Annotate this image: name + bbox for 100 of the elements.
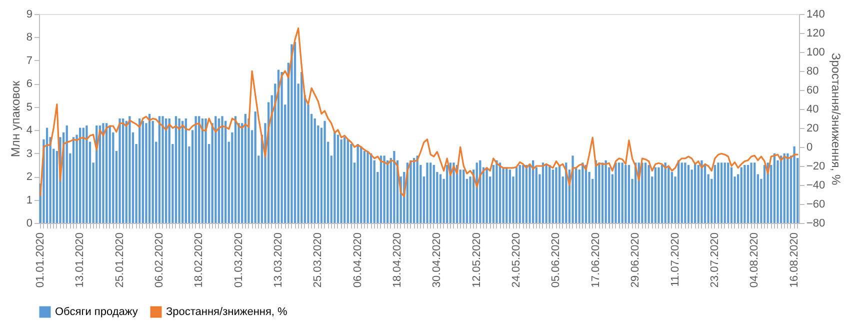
y-tick-label: 3 (26, 148, 32, 160)
y2-tick-label: 20 (806, 122, 819, 134)
bar (412, 158, 416, 223)
x-tick-label: 18.04.2020 (392, 232, 404, 288)
bar (548, 164, 551, 223)
bar (582, 162, 584, 223)
bar (290, 44, 293, 223)
bar (621, 162, 624, 223)
bar (244, 114, 246, 223)
bar (280, 72, 283, 223)
bar (724, 162, 726, 223)
bar (254, 112, 256, 223)
bar (727, 162, 730, 223)
bar (122, 118, 124, 223)
bar (432, 164, 435, 223)
y-tick-label: 2 (26, 171, 32, 184)
bar (201, 118, 204, 223)
x-tick-label: 17.06.2020 (590, 232, 602, 288)
bar (344, 137, 346, 223)
bar (746, 164, 750, 223)
bar (360, 146, 362, 223)
x-tick-label: 30.04.2020 (431, 232, 444, 288)
bar (294, 42, 296, 223)
y2-tick-label: 0 (806, 142, 813, 154)
y2-tick-label: −60 (806, 198, 826, 210)
bar (334, 132, 336, 223)
bar (370, 153, 372, 223)
bar (346, 139, 349, 223)
bar (363, 151, 366, 223)
x-tick-label: 13.01.2020 (74, 232, 86, 288)
x-tick-label: 05.06.2020 (550, 232, 562, 288)
bar (158, 116, 161, 223)
bar (462, 170, 465, 223)
bar (72, 137, 75, 223)
y2-tick-label: 40 (806, 104, 819, 116)
bar (750, 162, 752, 223)
bar (380, 156, 382, 223)
bar (545, 164, 548, 223)
bar (142, 120, 144, 223)
y-tick-label: 7 (26, 54, 32, 67)
bar (720, 162, 723, 223)
bar (393, 151, 396, 223)
bar (763, 164, 766, 223)
y-axis-title: Млн упаковок (8, 80, 22, 158)
bar (350, 144, 352, 223)
y2-tick-label: 100 (806, 46, 825, 58)
bar (356, 144, 359, 223)
bar (324, 120, 326, 223)
y2-tick-label: −20 (806, 160, 826, 172)
bar (426, 162, 428, 223)
bar (383, 156, 386, 223)
bar (108, 125, 111, 223)
bar (496, 160, 498, 223)
x-tick-label: 25.01.2020 (114, 232, 126, 288)
bar (221, 116, 224, 223)
bar (439, 174, 442, 223)
legend-label: Зростання/зниження, % (166, 306, 288, 318)
bar (680, 162, 683, 223)
bar (654, 167, 656, 223)
bar (46, 128, 48, 223)
bar (542, 162, 544, 223)
y2-tick-label: 80 (806, 66, 819, 78)
bar (66, 125, 68, 223)
x-tick-label: 24.05.2020 (510, 232, 523, 288)
y-tick-label: 0 (26, 218, 32, 230)
bar (518, 164, 521, 223)
bar (740, 167, 742, 223)
bar (86, 125, 88, 223)
x-tick-label: 25.03.2020 (312, 232, 324, 288)
bar (336, 134, 340, 223)
bar (528, 164, 531, 223)
bar (684, 162, 686, 223)
bar (628, 164, 630, 223)
bar (754, 162, 756, 223)
y2-axis-title: Зростання/зниження, % (829, 52, 844, 186)
bar (714, 164, 716, 223)
bar (658, 167, 660, 223)
bar (194, 116, 197, 223)
bar (138, 118, 141, 223)
bar (164, 118, 168, 223)
x-tick-label: 06.02.2020 (153, 232, 166, 288)
bar (162, 116, 164, 223)
bar (604, 160, 607, 223)
bar (218, 118, 220, 223)
legend-label: Обсяги продажу (55, 306, 138, 318)
bar (498, 162, 502, 223)
bar (555, 167, 558, 223)
bar (641, 162, 644, 223)
y2-tick-label: 140 (806, 8, 825, 20)
bar (744, 164, 746, 223)
bar (492, 164, 494, 223)
bar (783, 153, 786, 223)
bar (118, 118, 121, 223)
bar (204, 118, 207, 223)
line-series (40, 27, 798, 198)
bar (572, 156, 574, 223)
bar (430, 162, 432, 223)
bar (508, 170, 512, 223)
bar (486, 167, 488, 223)
y2-tick-label: −40 (806, 180, 826, 192)
